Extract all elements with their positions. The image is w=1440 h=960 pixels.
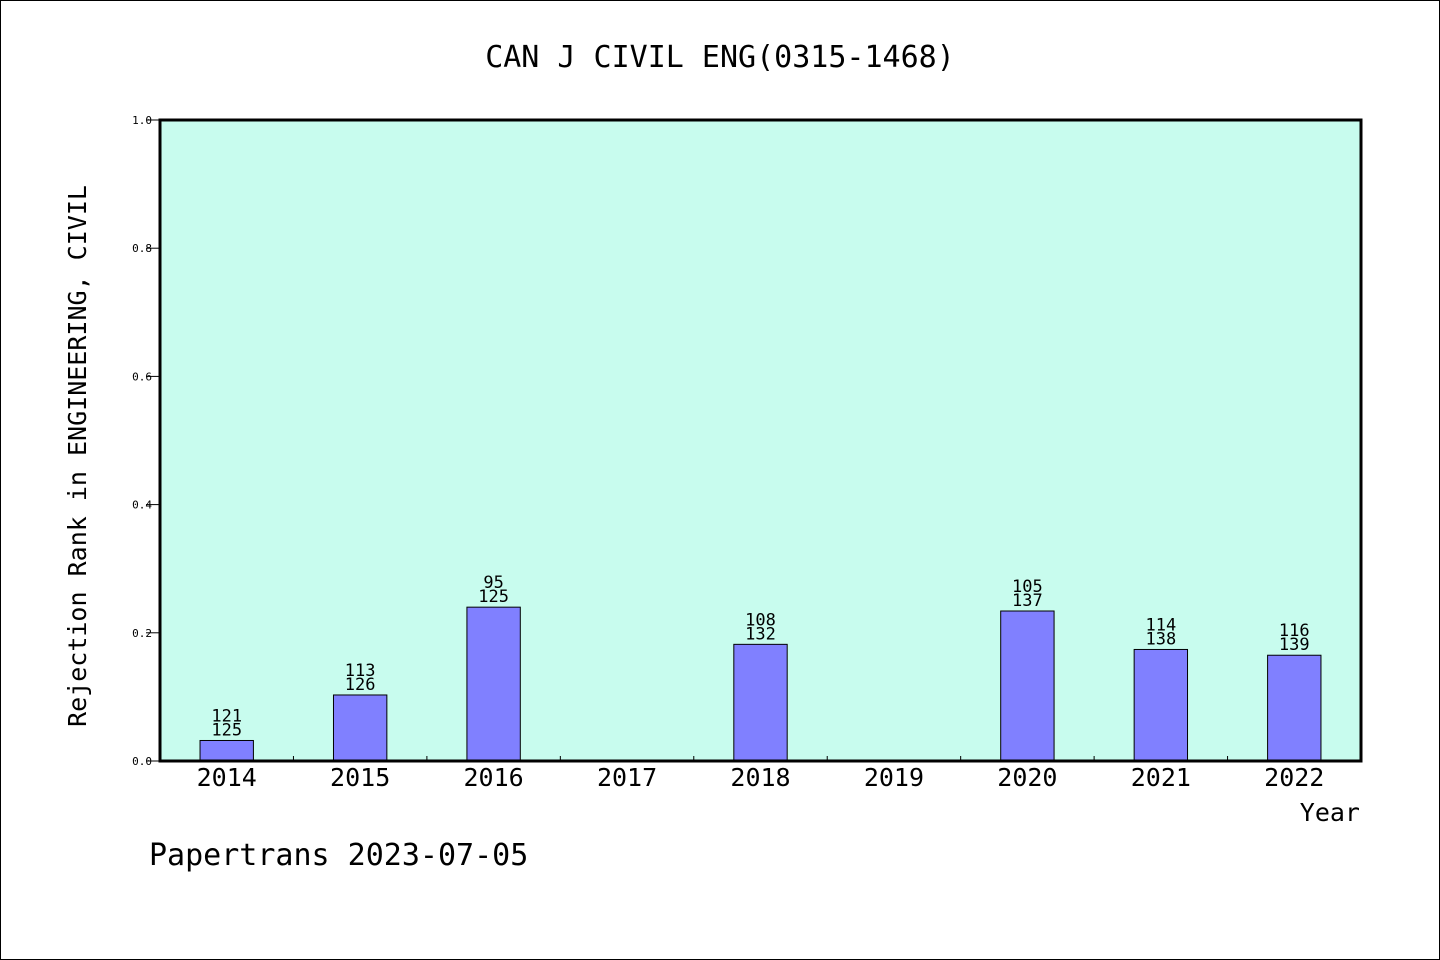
bar-label-rank: 108 — [745, 610, 776, 630]
bar-label-rank: 121 — [211, 706, 242, 726]
bar-label-total: 132 — [745, 624, 776, 644]
y-tick-label: 0.8 — [132, 242, 152, 255]
bar-label-total: 125 — [478, 587, 509, 607]
bar-label-total: 139 — [1279, 635, 1310, 655]
x-tick-label: 2018 — [730, 763, 790, 792]
bar-label-rank: 105 — [1012, 577, 1043, 597]
x-axis-label: Year — [1300, 798, 1360, 827]
bar-2018 — [733, 643, 788, 762]
x-tick-label: 2017 — [597, 763, 657, 792]
x-tick-label: 2015 — [330, 763, 390, 792]
bar-label-rank: 95 — [483, 573, 503, 593]
bar-label-rank: 116 — [1279, 621, 1310, 641]
bar-2020 — [1000, 610, 1055, 762]
plot-border — [158, 118, 1363, 763]
y-ticks-layer: 0.0 0.2 0.4 0.6 0.8 1.0 — [132, 114, 160, 768]
footer-stamp: Papertrans 2023-07-05 — [149, 838, 528, 873]
y-tick-label: 1.0 — [132, 114, 152, 127]
bar-2021 — [1133, 648, 1189, 762]
x-tick-label: 2020 — [997, 763, 1057, 792]
bar-2022 — [1267, 654, 1322, 762]
bar-label-total: 126 — [345, 675, 376, 695]
bar-label-rank: 113 — [345, 661, 376, 681]
x-ticks-layer: 2014 2015 2016 2017 2018 2019 2020 2021 2022 — [197, 756, 1324, 792]
x-tick-label: 2016 — [464, 763, 524, 792]
chart-title: CAN J CIVIL ENG(0315-1468) — [485, 40, 955, 75]
bar-label-rank: 114 — [1145, 615, 1176, 635]
bar-label-total: 125 — [211, 720, 242, 740]
bar-2016 — [466, 606, 521, 762]
x-tick-label: 2022 — [1264, 763, 1324, 792]
x-tick-label: 2021 — [1131, 763, 1191, 792]
y-tick-label: 0.4 — [132, 499, 152, 512]
y-tick-label: 0.2 — [132, 627, 152, 640]
y-tick-label: 0.6 — [132, 370, 152, 383]
bar-label-total: 137 — [1012, 591, 1043, 611]
x-tick-label: 2019 — [864, 763, 924, 792]
bar-label-total: 138 — [1145, 629, 1176, 649]
y-axis-label: Rejection Rank in ENGINEERING, CIVIL — [63, 185, 92, 727]
y-tick-label: 0.0 — [132, 755, 152, 768]
bar-2015 — [332, 694, 388, 762]
x-tick-label: 2014 — [197, 763, 257, 792]
bar-2014 — [199, 739, 254, 762]
